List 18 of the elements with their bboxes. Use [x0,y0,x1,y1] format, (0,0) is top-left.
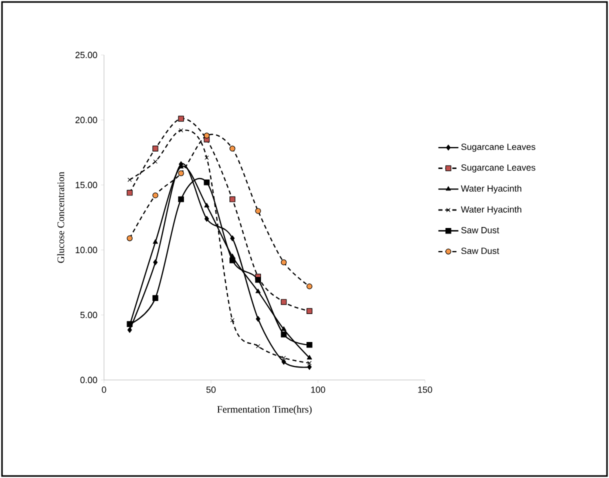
legend-label: Saw Dust [461,248,500,254]
x-tick-label: 50 [206,386,216,393]
y-tick-label: 0.00 [80,376,98,384]
legend-label: Saw Dust [461,226,500,234]
y-tick-label: 10.00 [76,246,98,254]
y-tick-label: 25.00 [76,52,98,58]
legend-label: Water Hyacinth [460,206,522,214]
y-tick-label: 15.00 [76,182,98,188]
x-tick-label: 150 [418,386,432,393]
y-tick-label: 5.00 [80,312,98,318]
y-tick-label: 20.00 [76,116,98,124]
x-tick-label: 100 [311,386,326,393]
x-axis-title: Fermentation Time(hrs) [217,406,312,415]
legend-label: Sugarcane Leaves [461,144,536,152]
x-tick-label: 0 [102,386,106,393]
y-axis-title: Glucose Concentration [57,172,64,263]
legend-label: Water Hyacinth [460,185,522,194]
legend-label: Sugarcane Leaves [461,164,536,172]
